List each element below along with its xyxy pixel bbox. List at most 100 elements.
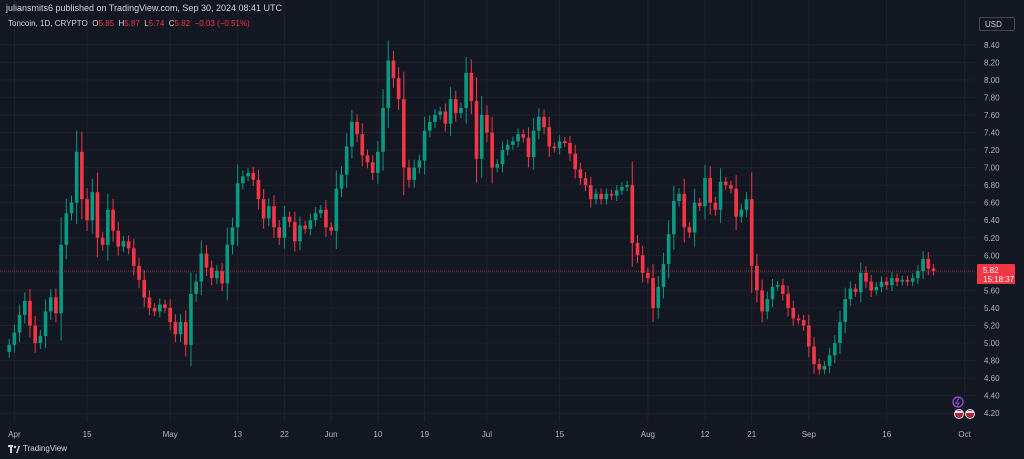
time-tick-label: 15 [555,430,564,439]
publish-info: juliansmits6 published on TradingView.co… [6,3,282,13]
candle-body [542,116,546,128]
price-tick-label: 8.40 [984,41,1000,50]
candle-body [209,267,214,279]
candle-body [443,111,448,124]
candle-body [812,346,816,365]
flash-icon[interactable] [952,396,964,408]
candle-body [672,200,676,235]
currency-button[interactable]: USD [979,17,1015,31]
flag-icons[interactable] [954,409,975,419]
candle-body [199,253,204,282]
candle-body [220,271,224,284]
candle-body [573,153,577,170]
candle-body [365,155,370,163]
candle-body [183,321,188,345]
time-tick-label: Jul [482,430,492,439]
candle-body [755,265,759,291]
candle-body [59,244,63,314]
candle-body [625,185,629,187]
candle-body [376,151,380,173]
price-tick-label: 6.40 [984,216,1000,225]
candle-body [884,281,889,286]
candle-body [282,216,287,238]
candle-body [879,281,884,287]
candle-body [225,244,230,284]
candle-body [256,179,261,200]
candle-body [38,336,43,344]
open-value: 5.85 [98,19,115,28]
candle-body [490,132,494,168]
last-price-label: 5.82 15:18:37 [977,264,1015,284]
tradingview-logo-icon [8,444,20,453]
candle-body [334,188,339,231]
candle-body [744,199,749,210]
candle-body [817,364,822,370]
candle-body [775,285,780,287]
candle-body [318,209,323,214]
price-tick-label: 7.00 [984,164,1000,173]
candle-countdown: 15:18:37 [983,275,1015,284]
high-value: 5.87 [124,19,140,28]
high-label: H [118,19,125,28]
candle-body [448,99,453,124]
time-tick-label: Oct [958,430,971,439]
time-tick-label: 10 [373,430,382,439]
candle-body [822,365,827,370]
candle-body [562,141,567,144]
price-axis[interactable]: 4.204.404.604.805.005.205.405.605.806.00… [984,41,1000,418]
candle-body [142,279,147,298]
candle-body [287,216,292,222]
candle-body [22,300,27,315]
candle-body [272,206,276,228]
candle-body [552,146,557,149]
candle-body [163,304,167,308]
candle-body [916,271,920,279]
time-tick-label: Jun [325,430,338,439]
candle-body [157,304,162,312]
candle-body [537,116,541,131]
candle-body [635,243,640,256]
candle-body [583,178,588,186]
candle-body [54,297,58,314]
candle-body [708,178,712,203]
candle-body [697,202,702,207]
candle-body [495,164,500,168]
candle-body [111,209,115,231]
price-tick-label: 4.40 [984,392,1000,401]
tradingview-logo[interactable]: TradingView [8,444,67,453]
price-tick-label: 5.40 [984,304,1000,313]
candle-body [713,202,718,210]
price-chart[interactable]: 4.204.404.604.805.005.205.405.605.806.00… [0,0,1024,441]
candle-body [749,199,754,266]
candle-body [516,134,520,142]
candle-body [459,107,463,114]
candle-body [620,186,624,191]
candle-body [48,297,53,312]
candle-body [557,141,562,149]
candle-body [723,181,728,186]
time-axis[interactable]: Apr 15 May 13 22 Jun 10 19 Jul 15 Aug 12 21 Sep 16 Oct [8,430,971,439]
candle-body [832,343,837,356]
candle-body [360,134,365,156]
candle-body [931,268,936,272]
candle-body [578,169,583,179]
candle-body [69,202,74,214]
candle-body [277,227,282,238]
candle-body [864,272,868,282]
candle-body [189,293,193,345]
price-tick-label: 7.80 [984,93,1000,102]
candle-body [74,151,79,203]
candle-body [900,279,905,282]
candle-body [729,185,733,189]
symbol-name: Toncoin, 1D, CRYPTO [8,19,88,28]
candle-body [412,167,417,180]
close-value: 5.82 [174,19,191,28]
candle-body [853,288,858,293]
candle-body [168,307,172,322]
candle-body [100,237,105,245]
candle-body [651,278,655,308]
candle-body [453,99,458,114]
candle-body [474,100,479,159]
candle-body [246,172,250,177]
candle-body [485,114,489,133]
